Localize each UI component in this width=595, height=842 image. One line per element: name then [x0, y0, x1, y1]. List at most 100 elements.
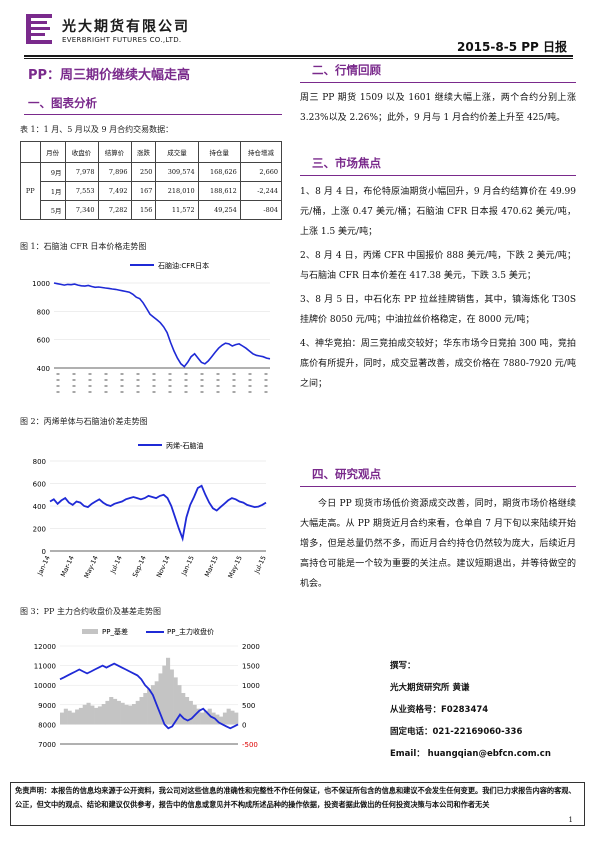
- table-cell: 188,612: [197, 181, 241, 201]
- table-cell: 7,978: [64, 162, 99, 182]
- basis-bar: [82, 704, 87, 725]
- legend-label: PP_基差: [102, 627, 128, 636]
- table-header: 结算价: [97, 141, 132, 163]
- basis-bar: [230, 710, 235, 725]
- basis-bar: [97, 706, 102, 725]
- basis-bar: [67, 710, 72, 725]
- table-cell: 250: [130, 162, 157, 182]
- y-tick-label-right: 1500: [242, 663, 260, 671]
- focus-paragraph: 4、神华竞拍：周三竞拍成交较好；华东市场今日竞拍 300 吨，竞拍底价有所提升，…: [300, 339, 576, 389]
- basis-bar: [188, 700, 193, 725]
- section-market-review: 二、行情回顾: [312, 63, 381, 77]
- y-tick-label: 800: [33, 458, 46, 466]
- section-divider: [300, 175, 576, 176]
- table-cell: 7,896: [97, 162, 132, 182]
- basis-bar: [181, 693, 186, 725]
- section-market-focus: 三、市场焦点: [312, 156, 381, 170]
- basis-bar: [143, 693, 148, 725]
- report-date-title: 2015-8-5 PP 日报: [456, 40, 567, 54]
- pp-price-basis-chart: PP_基差 PP_主力收盘价120001100010000900080007000…: [34, 627, 260, 749]
- basis-bar: [203, 710, 208, 725]
- basis-bar: [166, 657, 171, 725]
- table-cell: 11,572: [155, 200, 199, 220]
- table-cell: 7,492: [97, 181, 132, 201]
- research-view-text: 今日 PP 现货市场低价资源成交改善，同时，期货市场价格继续大幅走高。从 PP …: [300, 494, 576, 598]
- table-cell: 156: [130, 200, 157, 220]
- chart2-caption: 图 2：丙烯单体与石脑油价差走势图: [20, 417, 148, 426]
- y-tick-label: 600: [33, 481, 46, 489]
- table1-caption: 表 1：1 月、5 月以及 9 月合约交易数据：: [20, 125, 174, 134]
- table-header: 收盘价: [64, 141, 99, 163]
- basis-bar: [60, 712, 65, 725]
- basis-bar: [158, 673, 163, 725]
- x-tick-label: Jul-15: [252, 554, 267, 575]
- basis-bar: [94, 707, 99, 725]
- y-tick-label-right: 2000: [242, 643, 260, 651]
- legend-swatch-basis: [82, 629, 98, 634]
- naphtha-price-chart: 石脑油:CFR日本 1000 800 600 400: [32, 261, 271, 393]
- company-name-en: EVERBRIGHT FUTURES CO.,LTD.: [62, 36, 182, 44]
- table-cell: -2,244: [239, 181, 283, 201]
- basis-bar: [101, 704, 106, 725]
- table-row: 5月 7,340 7,282 156 11,572 49,254 -804: [21, 200, 283, 220]
- basis-bar: [196, 708, 201, 725]
- table-cell: 49,254: [197, 200, 241, 220]
- table-cell: 168,626: [197, 162, 241, 182]
- section-research-view: 四、研究观点: [312, 467, 381, 481]
- x-tick-label: Jan-14: [35, 554, 51, 577]
- basis-bar: [226, 708, 231, 725]
- legend-label: PP_主力收盘价: [167, 627, 214, 636]
- table-header: 成交量: [155, 141, 199, 163]
- page-number: 1: [568, 816, 573, 824]
- y-tick-label: 0: [42, 548, 46, 556]
- basis-bar: [128, 705, 133, 725]
- table-cell: 218,010: [155, 181, 199, 201]
- table-header: 涨跌: [130, 141, 157, 163]
- y-tick-label: 400: [37, 365, 50, 373]
- y-tick-label-left: 11000: [34, 663, 56, 671]
- basis-bar: [78, 707, 83, 725]
- header-divider: [24, 55, 573, 57]
- basis-bar: [139, 697, 144, 725]
- author-block: 撰写： 光大期货研究所 黄谦 从业资格号：F0283474 固定电话：021-2…: [390, 655, 551, 765]
- table-row: 1月 7,553 7,492 167 218,010 188,612 -2,24…: [21, 181, 283, 201]
- x-tick-label: Jan-15: [179, 554, 195, 577]
- legend-label: 石脑油:CFR日本: [158, 261, 209, 270]
- table-cell: 2,660: [239, 162, 283, 182]
- basis-bar: [135, 700, 140, 725]
- basis-bar: [222, 712, 227, 725]
- author-label: 撰写：: [390, 661, 416, 671]
- focus-paragraph: 2、8 月 4 日，丙烯 CFR 中国报价 888 美元/吨，下跌 2 美元/吨…: [300, 251, 576, 281]
- basis-bar: [105, 700, 110, 725]
- y-tick-label: 200: [33, 526, 46, 534]
- basis-bar: [90, 705, 95, 725]
- section-divider: [300, 486, 576, 487]
- author-license: 从业资格号：F0283474: [390, 705, 489, 715]
- x-tick-label: May-14: [82, 554, 99, 579]
- y-tick-label-right: -500: [242, 741, 258, 749]
- table-cell: 7,553: [64, 181, 99, 201]
- author-email[interactable]: Email： huangqian@ebfcn.com.cn: [390, 749, 551, 759]
- y-tick-label-left: 7000: [38, 741, 56, 749]
- focus-paragraph: 1、8 月 4 日，布伦特原油期货小幅回升，9 月合约结算价在 49.99 元/…: [300, 187, 576, 237]
- basis-bar: [147, 689, 152, 725]
- basis-bar: [63, 708, 68, 725]
- y-tick-label: 800: [37, 308, 50, 316]
- author-phone: 固定电话：021-22169060-336: [390, 727, 523, 737]
- basis-bar: [215, 714, 220, 725]
- contract-data-table: 月份 收盘价 结算价 涨跌 成交量 持仓量 持仓增减 PP 9月 7,978 7…: [20, 141, 283, 220]
- x-tick-label: Mar-15: [203, 554, 220, 578]
- basis-bar: [75, 709, 80, 725]
- basis-bar: [116, 700, 121, 725]
- section-divider: [300, 82, 576, 83]
- disclaimer-box: 免责声明：本报告的信息均来源于公开资料，我公司对这些信息的准确性和完整性不作任何…: [10, 782, 585, 826]
- basis-bar: [132, 704, 137, 725]
- table-cell: 1月: [39, 181, 66, 201]
- product-cell: PP: [20, 162, 41, 220]
- basis-bar: [124, 704, 129, 725]
- price-line: [59, 662, 239, 730]
- author-name: 光大期货研究所 黄谦: [390, 683, 470, 693]
- table-row: PP 9月 7,978 7,896 250 309,574 168,626 2,…: [20, 162, 283, 220]
- company-logo: [26, 14, 52, 44]
- table-header-row: 月份 收盘价 结算价 涨跌 成交量 持仓量 持仓增减: [20, 141, 283, 163]
